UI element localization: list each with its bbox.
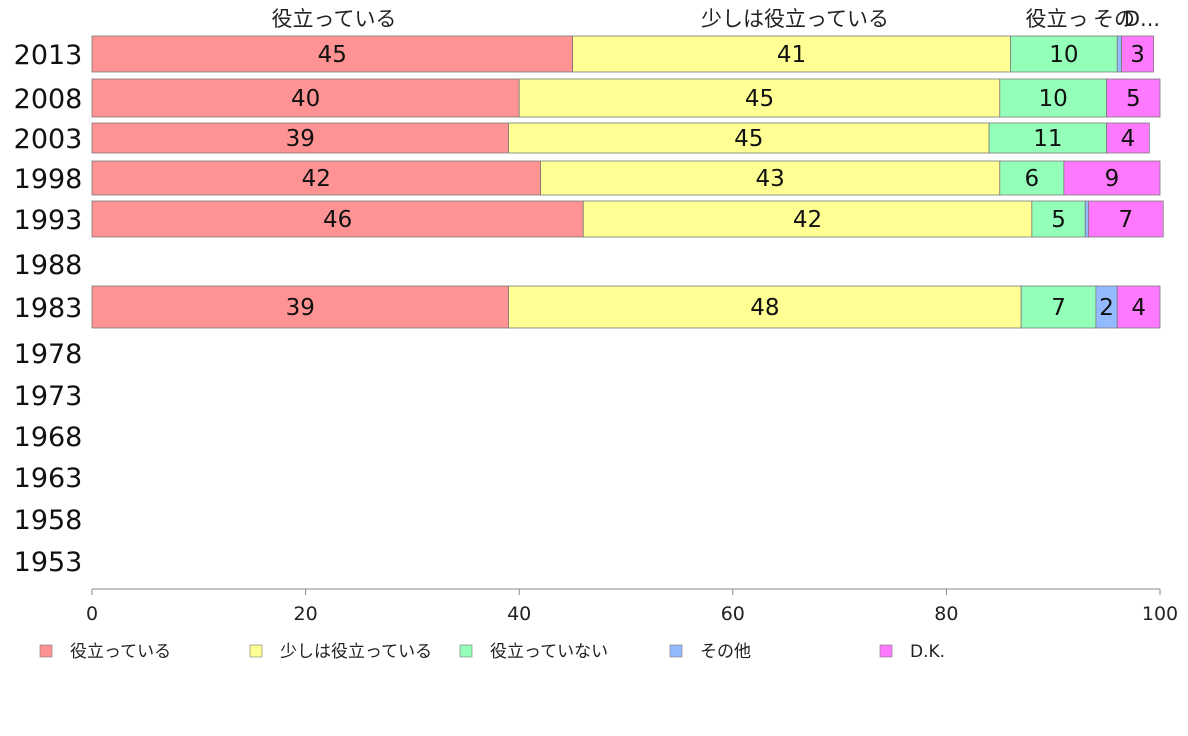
value-label-1998-series-5: 9	[1105, 166, 1120, 192]
value-label-2003-series-5: 4	[1121, 126, 1136, 152]
bar-1983-series-3	[1020, 285, 1097, 329]
header-label-3: 役立っ	[1026, 7, 1089, 31]
legend-label-4: その他	[700, 642, 751, 662]
legend-label-1: 役立っている	[70, 642, 171, 662]
bar-2013-series-4	[1116, 35, 1122, 73]
bar-1983-series-2	[508, 285, 1022, 329]
x-tick-label-60: 60	[721, 603, 745, 625]
bar-2008-series-2	[518, 78, 1001, 118]
x-axis: 0 20 40 60 80 100	[86, 588, 1178, 625]
value-label-2013-series-3: 10	[1049, 42, 1078, 68]
legend-swatch-1	[39, 644, 53, 658]
legend-label-2: 少しは役立っている	[280, 642, 432, 662]
bar-1993-series-3	[1031, 200, 1086, 238]
header-label-2: 少しは役立っている	[701, 7, 889, 31]
year-label-1973: 1973	[14, 381, 83, 412]
year-label-1958: 1958	[14, 505, 83, 536]
bar-1993-series-4	[1084, 200, 1089, 238]
value-label-1993-series-3: 5	[1051, 207, 1066, 233]
header-label-1: 役立っている	[272, 7, 397, 31]
year-label-1993: 1993	[14, 205, 83, 236]
year-label-1988: 1988	[14, 250, 83, 281]
value-label-1993-series-5: 7	[1119, 207, 1134, 233]
value-label-2008-series-2: 45	[745, 86, 774, 112]
bar-2013-series-1	[91, 35, 574, 73]
legend-swatch-2	[249, 644, 263, 658]
value-label-1983-series-4: 2	[1099, 295, 1114, 321]
legend-label-3: 役立っていない	[490, 642, 608, 662]
header-label-5: D...	[1124, 7, 1160, 31]
bar-2003-series-1	[91, 122, 509, 154]
x-tick-label-80: 80	[934, 603, 958, 625]
value-label-1998-series-2: 43	[756, 166, 785, 192]
bar-1998-series-5	[1063, 160, 1161, 196]
value-label-1993-series-1: 46	[323, 207, 352, 233]
bar-2013-series-2	[572, 35, 1011, 73]
bar-2008-series-5	[1106, 78, 1161, 118]
legend-label-5: D.K.	[910, 642, 945, 662]
year-label-2008: 2008	[14, 84, 83, 115]
year-label-1968: 1968	[14, 422, 83, 453]
value-label-2003-series-2: 45	[734, 126, 763, 152]
value-label-2013-series-2: 41	[777, 42, 806, 68]
bar-1993-series-1	[91, 200, 584, 238]
bar-2008-series-3	[999, 78, 1107, 118]
bar-1983-series-1	[91, 285, 509, 329]
legend-swatch-4	[669, 644, 683, 658]
x-tick-label-100: 100	[1142, 603, 1178, 625]
value-label-2008-series-3: 10	[1039, 86, 1068, 112]
year-label-1978: 1978	[14, 339, 83, 370]
x-tick-label-0: 0	[86, 603, 98, 625]
legend-swatch-3	[459, 644, 473, 658]
year-label-2013: 2013	[14, 40, 83, 71]
bar-2003-series-2	[508, 122, 990, 154]
bar-1993-series-2	[582, 200, 1033, 238]
value-label-1998-series-1: 42	[302, 166, 331, 192]
bar-2008-series-1	[91, 78, 520, 118]
bar-1998-series-2	[540, 160, 1001, 196]
bar-2003-series-5	[1106, 122, 1150, 154]
value-label-2003-series-1: 39	[286, 126, 315, 152]
bar-1998-series-3	[999, 160, 1065, 196]
year-label-1983: 1983	[14, 293, 83, 324]
bar-1993-series-5	[1088, 200, 1164, 238]
value-label-2003-series-3: 11	[1033, 126, 1062, 152]
value-label-2008-series-5: 5	[1126, 86, 1141, 112]
year-label-1953: 1953	[14, 547, 83, 578]
bar-1998-series-1	[91, 160, 541, 196]
header-label-4: その	[1093, 7, 1135, 31]
bars: 45 41 10 340 45 10 539 45 11 442 43 6 946 42 5 739 48 7 2 4	[91, 35, 1164, 329]
year-labels: 2013 2008 2003 1998 1993 1988 1983 1978 1973 1968…	[14, 40, 83, 578]
value-label-1983-series-3: 7	[1051, 295, 1066, 321]
value-label-1993-series-2: 42	[793, 207, 822, 233]
bar-2013-series-5	[1121, 35, 1154, 73]
bar-2013-series-3	[1010, 35, 1118, 73]
year-label-1998: 1998	[14, 164, 83, 195]
x-tick-label-40: 40	[507, 603, 531, 625]
value-label-1983-series-2: 48	[750, 295, 779, 321]
value-label-1983-series-1: 39	[286, 295, 315, 321]
value-label-2013-series-1: 45	[318, 42, 347, 68]
x-tick-label-20: 20	[294, 603, 318, 625]
year-label-2003: 2003	[14, 124, 83, 155]
year-label-1963: 1963	[14, 463, 83, 494]
value-label-2008-series-1: 40	[291, 86, 320, 112]
legend-swatch-5	[879, 644, 893, 658]
value-label-1983-series-5: 4	[1131, 295, 1146, 321]
value-label-1998-series-3: 6	[1025, 166, 1040, 192]
bar-2003-series-3	[988, 122, 1107, 154]
value-label-2013-series-5: 3	[1130, 42, 1145, 68]
bar-1983-series-5	[1116, 285, 1161, 329]
legend: 役立っている 少しは役立っている 役立っていない その他 D.K.	[39, 642, 945, 662]
header-labels: 役立っている 少しは役立っている 役立っ そのD...	[272, 7, 1161, 31]
